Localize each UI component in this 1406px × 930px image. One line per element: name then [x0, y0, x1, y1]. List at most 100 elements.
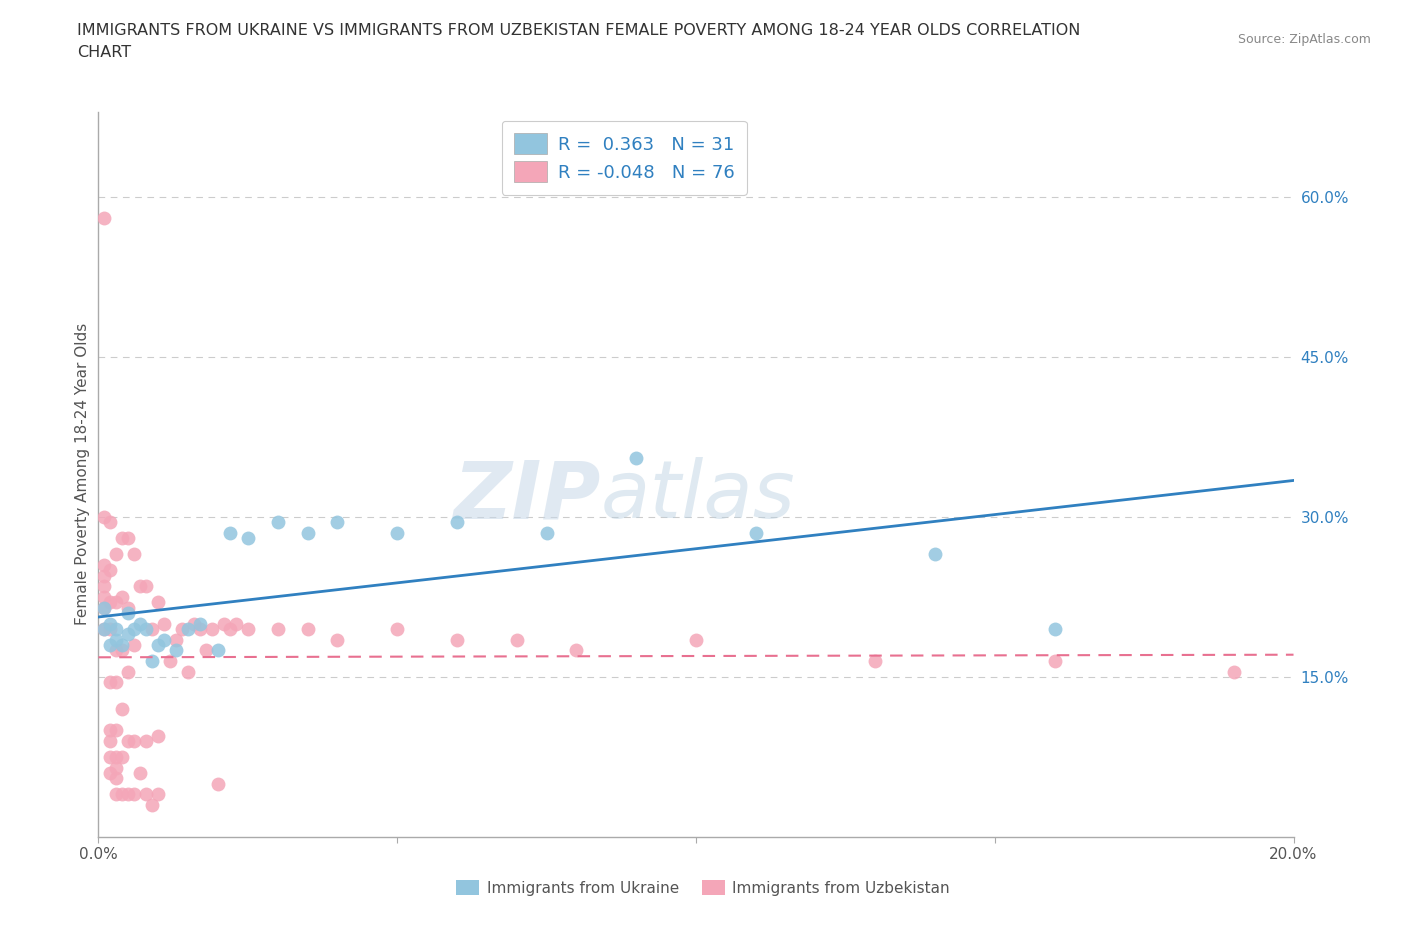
Point	[105, 643, 128, 658]
Point	[111, 590, 134, 604]
Point	[111, 638, 134, 653]
Point	[124, 621, 146, 636]
Point	[105, 760, 128, 775]
Point	[98, 750, 122, 764]
Point	[98, 595, 122, 610]
Point	[111, 643, 134, 658]
Point	[924, 547, 946, 562]
Legend: Immigrants from Ukraine, Immigrants from Uzbekistan: Immigrants from Ukraine, Immigrants from…	[450, 873, 956, 902]
Point	[105, 675, 128, 690]
Point	[98, 734, 122, 749]
Point	[93, 600, 115, 615]
Point	[446, 515, 468, 530]
Point	[98, 723, 122, 737]
Point	[207, 643, 229, 658]
Point	[188, 621, 211, 636]
Point	[93, 578, 115, 593]
Point	[177, 664, 200, 679]
Point	[135, 578, 157, 593]
Point	[93, 600, 115, 615]
Point	[93, 590, 115, 604]
Point	[1223, 664, 1246, 679]
Point	[141, 654, 163, 669]
Point	[98, 765, 122, 780]
Point	[111, 787, 134, 802]
Point	[212, 617, 235, 631]
Point	[385, 525, 409, 540]
Point	[148, 787, 170, 802]
Point	[225, 617, 247, 631]
Point	[141, 798, 163, 813]
Point	[267, 621, 290, 636]
Point	[93, 510, 115, 525]
Point	[195, 643, 218, 658]
Point	[141, 621, 163, 636]
Point	[1043, 654, 1066, 669]
Legend: R =  0.363   N = 31, R = -0.048   N = 76: R = 0.363 N = 31, R = -0.048 N = 76	[502, 121, 747, 195]
Point	[219, 621, 242, 636]
Text: ZIP: ZIP	[453, 457, 600, 535]
Point	[98, 621, 122, 636]
Point	[207, 777, 229, 791]
Point	[165, 632, 187, 647]
Point	[446, 632, 468, 647]
Text: atlas: atlas	[600, 457, 796, 535]
Point	[536, 525, 558, 540]
Point	[201, 621, 224, 636]
Text: Source: ZipAtlas.com: Source: ZipAtlas.com	[1237, 33, 1371, 46]
Point	[177, 621, 200, 636]
Point	[105, 787, 128, 802]
Point	[626, 451, 648, 466]
Point	[745, 525, 768, 540]
Point	[105, 750, 128, 764]
Point	[98, 563, 122, 578]
Point	[219, 525, 242, 540]
Point	[124, 547, 146, 562]
Point	[111, 750, 134, 764]
Point	[98, 675, 122, 690]
Point	[135, 734, 157, 749]
Point	[105, 621, 128, 636]
Point	[183, 617, 205, 631]
Point	[124, 638, 146, 653]
Point	[105, 547, 128, 562]
Point	[148, 638, 170, 653]
Point	[385, 621, 409, 636]
Point	[236, 621, 259, 636]
Y-axis label: Female Poverty Among 18-24 Year Olds: Female Poverty Among 18-24 Year Olds	[75, 324, 90, 626]
Point	[105, 723, 128, 737]
Point	[111, 531, 134, 546]
Point	[326, 515, 349, 530]
Point	[685, 632, 707, 647]
Point	[135, 621, 157, 636]
Point	[153, 632, 176, 647]
Point	[172, 621, 194, 636]
Point	[236, 531, 259, 546]
Point	[93, 568, 115, 583]
Point	[117, 605, 139, 620]
Point	[117, 734, 139, 749]
Point	[105, 771, 128, 786]
Text: IMMIGRANTS FROM UKRAINE VS IMMIGRANTS FROM UZBEKISTAN FEMALE POVERTY AMONG 18-24: IMMIGRANTS FROM UKRAINE VS IMMIGRANTS FR…	[77, 23, 1081, 38]
Point	[267, 515, 290, 530]
Point	[135, 787, 157, 802]
Point	[105, 595, 128, 610]
Point	[124, 787, 146, 802]
Point	[105, 632, 128, 647]
Point	[111, 701, 134, 716]
Point	[148, 595, 170, 610]
Point	[188, 617, 211, 631]
Point	[98, 515, 122, 530]
Point	[93, 621, 115, 636]
Point	[129, 617, 152, 631]
Point	[93, 558, 115, 573]
Point	[297, 525, 319, 540]
Point	[117, 787, 139, 802]
Point	[129, 578, 152, 593]
Point	[865, 654, 887, 669]
Text: CHART: CHART	[77, 45, 131, 60]
Point	[506, 632, 529, 647]
Point	[98, 638, 122, 653]
Point	[129, 765, 152, 780]
Point	[148, 728, 170, 743]
